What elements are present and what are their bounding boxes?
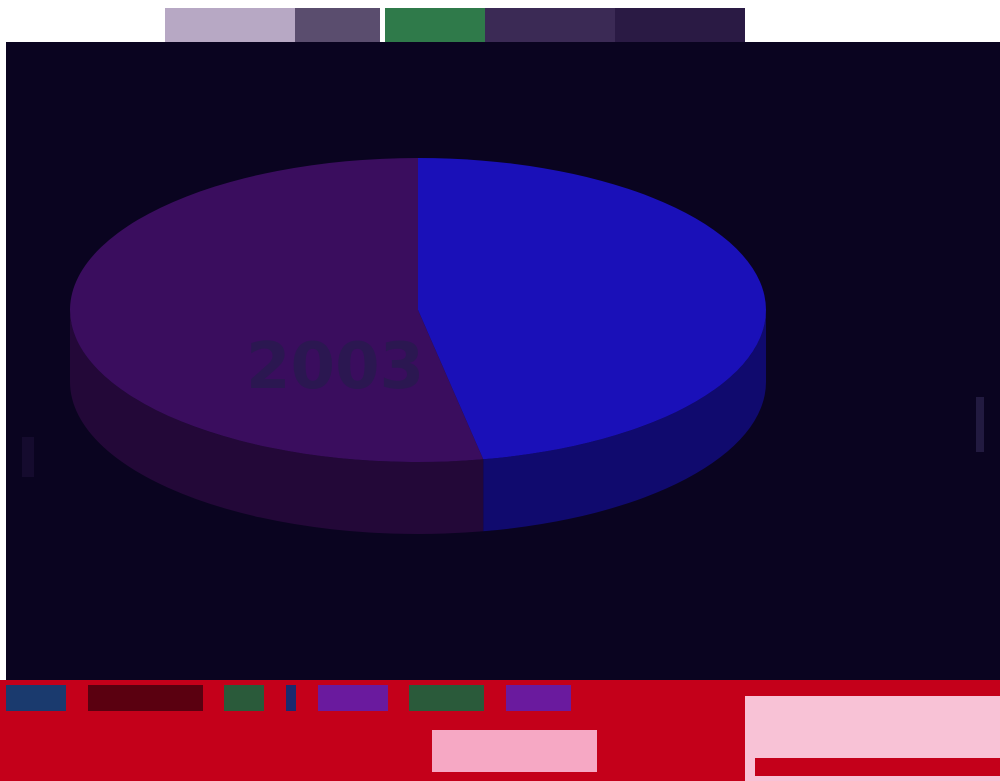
band-glyph[interactable]	[224, 684, 265, 711]
strip-block	[385, 8, 485, 42]
band-row-top	[0, 682, 577, 720]
pie-slice-side	[483, 310, 766, 532]
pie-chart: 2003	[69, 158, 766, 534]
strip-block	[615, 8, 745, 42]
top-strip	[0, 0, 1000, 42]
pie-slice	[418, 158, 766, 460]
band-glyph[interactable]	[317, 684, 388, 711]
pink-input-field[interactable]	[432, 730, 597, 772]
taskbar-band	[0, 680, 1000, 781]
slide-screen: 2003	[6, 42, 1000, 680]
band-glyph[interactable]	[87, 684, 203, 711]
strip-block	[745, 0, 1000, 42]
pink-panel[interactable]	[745, 696, 1000, 781]
right-edge-mark	[976, 397, 984, 452]
pie-slice	[69, 158, 484, 463]
strip-block	[0, 0, 165, 42]
pie-watermark: 2003	[246, 330, 424, 404]
band-glyph[interactable]	[409, 684, 485, 711]
strip-block	[165, 8, 295, 42]
left-edge-mark	[22, 437, 34, 477]
band-glyph[interactable]	[505, 684, 571, 711]
strip-block	[295, 8, 380, 42]
band-glyph[interactable]	[6, 684, 66, 711]
strip-block	[485, 8, 615, 42]
pink-panel-bar	[755, 758, 1000, 776]
pie-slice-side	[70, 310, 484, 534]
band-glyph[interactable]	[285, 684, 296, 711]
